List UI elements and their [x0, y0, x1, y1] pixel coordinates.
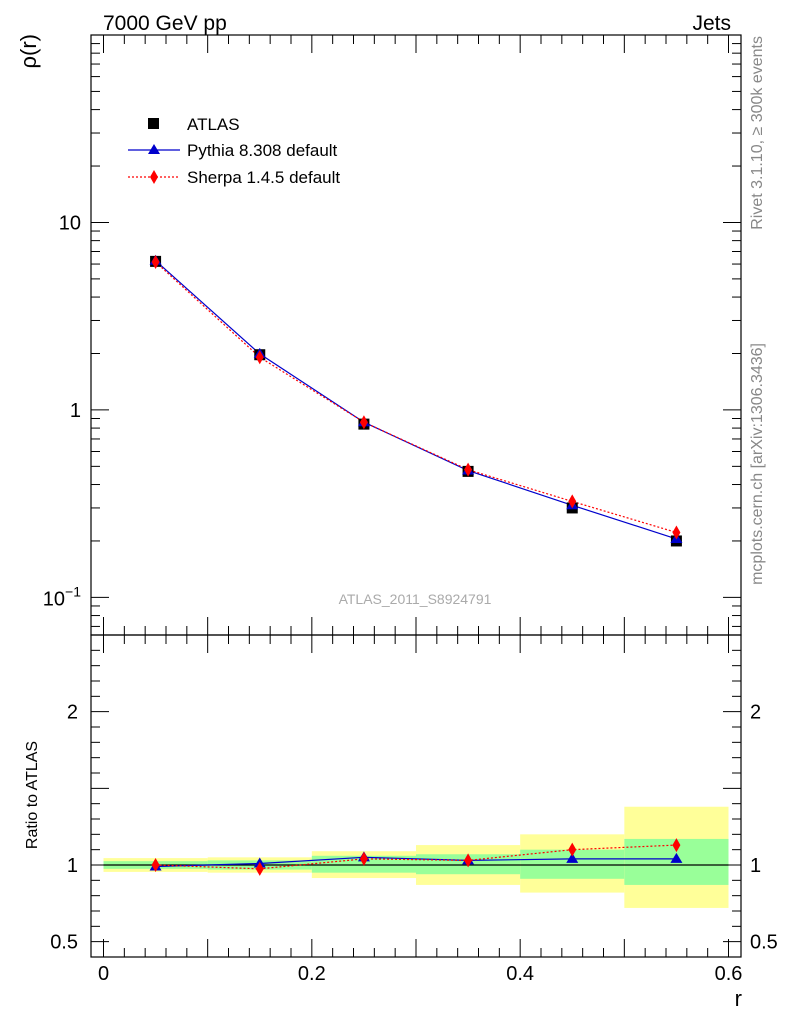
ratio-panel-frame: [90, 634, 742, 958]
legend: ATLAS Pythia 8.308 default Sherpa 1.4.5 …: [128, 115, 340, 187]
xtick-label: 0.2: [298, 963, 326, 985]
ratio-sherpa-line: [155, 844, 677, 870]
xlabel: r: [735, 986, 742, 1011]
top-ytick-label: 10: [59, 212, 81, 234]
legend-marker-sherpa: [150, 170, 158, 184]
ratio-panel: 0 0.2 0.4 0.6 0.5 0.5 1 1 2 2: [50, 634, 778, 985]
header-right: Jets: [692, 12, 731, 35]
legend-label-atlas: ATLAS: [187, 115, 240, 134]
xtick-label: 0: [98, 963, 109, 985]
ratio-sherpa-point: [672, 838, 681, 853]
sherpa-point: [151, 255, 160, 270]
ratio-ytick-label-left: 1: [67, 855, 78, 877]
top-ytick-label: 10−1: [43, 583, 81, 610]
legend-label-sherpa: Sherpa 1.4.5 default: [187, 168, 340, 187]
legend-marker-pythia: [148, 144, 160, 154]
ratio-sherpa-point: [464, 853, 473, 868]
header-left: 7000 GeV pp: [103, 12, 227, 35]
ratio-ytick-label-right: 0.5: [750, 932, 778, 954]
sherpa-point: [672, 525, 681, 540]
ratio-sherpa-point: [255, 861, 264, 876]
ratio-pythia-line: [155, 856, 677, 868]
watermark: ATLAS_2011_S8924791: [339, 591, 492, 607]
ratio-ytick-label-right: 1: [750, 855, 761, 877]
sherpa-point: [464, 462, 473, 477]
sherpa-point: [255, 350, 264, 365]
legend-marker-atlas: [148, 118, 159, 129]
rivet-label: Rivet 3.1.10, ≥ 300k events: [749, 36, 766, 230]
ratio-sherpa-point: [568, 842, 577, 857]
mcplots-label: mcplots.cern.ch [arXiv:1306.3436]: [749, 343, 766, 585]
sherpa-point: [359, 415, 368, 430]
ratio-ylabel: Ratio to ATLAS: [24, 741, 41, 849]
ratio-sherpa-point: [151, 858, 160, 872]
sherpa-point: [568, 494, 577, 509]
ratio-sherpa-point: [359, 851, 368, 866]
sherpa-line: [155, 261, 677, 534]
ratio-pythia-point: [566, 852, 579, 863]
ratio-ytick-label-right: 2: [750, 702, 761, 724]
pythia-line: [155, 260, 677, 540]
legend-label-pythia: Pythia 8.308 default: [187, 141, 338, 160]
main-panel: 10−1 1 10: [43, 34, 742, 636]
xtick-label: 0.4: [506, 963, 534, 985]
top-ylabel: ρ(r): [16, 34, 41, 69]
xtick-label: 0.6: [715, 963, 743, 985]
ratio-ytick-label-left: 2: [67, 702, 78, 724]
top-ytick-label: 1: [70, 400, 81, 422]
ratio-ytick-label-left: 0.5: [50, 932, 78, 954]
ratio-pythia-point: [670, 852, 683, 863]
